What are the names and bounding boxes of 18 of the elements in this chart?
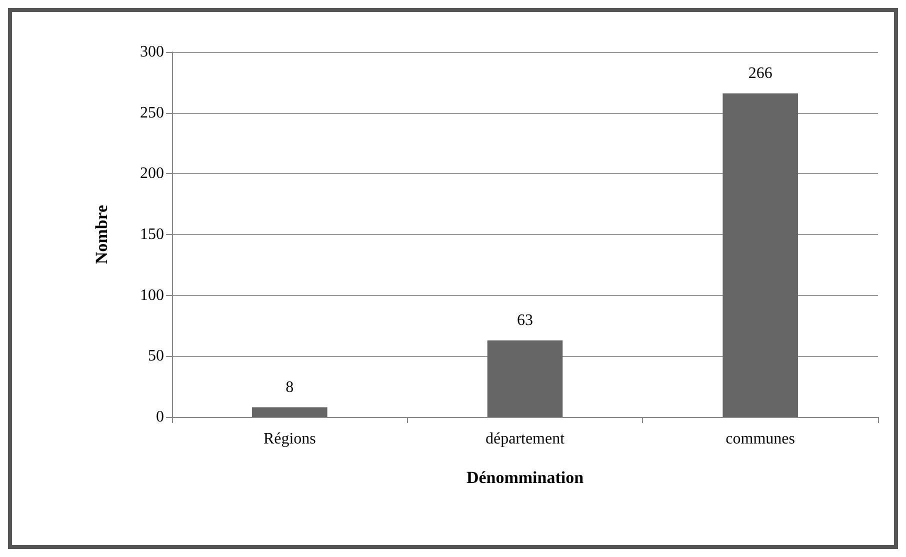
bar [487, 340, 563, 417]
y-tick-label: 100 [140, 286, 164, 304]
y-axis-title: Nombre [92, 204, 111, 264]
bar [722, 93, 798, 417]
y-tick-label: 0 [156, 408, 164, 426]
data-label: 266 [748, 64, 772, 82]
y-tick-label: 300 [140, 44, 164, 60]
y-tick-label: 50 [148, 348, 164, 365]
y-tick-label: 150 [140, 226, 164, 243]
bar [252, 407, 328, 417]
data-label: 8 [286, 378, 294, 396]
data-label: 63 [517, 312, 533, 329]
x-tick-label: communes [726, 430, 795, 448]
x-tick-label: Régions [263, 430, 316, 448]
y-tick-label: 200 [140, 165, 164, 182]
x-tick-label: département [485, 430, 566, 448]
y-tick-label: 250 [140, 104, 164, 122]
x-axis-title: Dénommination [466, 468, 584, 487]
